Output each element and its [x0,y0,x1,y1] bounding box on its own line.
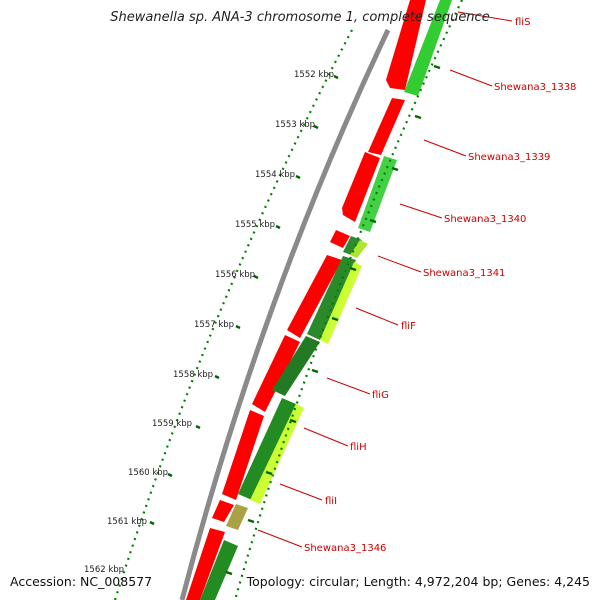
gene-track-segment [200,540,238,600]
ruler-dotted-arc [113,29,353,600]
ruler-label: 1560 kbp [128,468,168,478]
gene-label[interactable]: fliF [401,321,416,332]
gene-track-segment [343,236,362,256]
ruler-labels: 1552 kbp 1553 kbp 1554 kbp 1555 kbp 1556… [84,70,334,575]
gene-track-segment [250,404,304,504]
cds-feature[interactable] [342,152,380,222]
gene-label[interactable]: fliI [325,496,337,507]
gene-track-segment [272,336,320,396]
ruler-label: 1555 kbp [235,220,275,230]
cds-feature[interactable] [252,335,300,412]
ruler-ticks [149,74,339,526]
cds-feature[interactable] [386,0,426,90]
cds-feature[interactable] [186,528,225,600]
gene-label[interactable]: fliS [515,17,530,28]
cds-feature[interactable] [222,410,264,500]
gene-track-ring [200,0,452,600]
ruler-label: 1554 kbp [255,170,295,180]
gene-label[interactable]: Shewana3_1341 [423,268,505,279]
ruler-label: 1556 kbp [215,270,255,280]
gene-track-segment [350,240,368,258]
gene-label[interactable]: Shewana3_1346 [304,543,386,554]
gene-track-segment [320,262,362,344]
gene-label[interactable]: fliH [350,442,367,453]
ruler-label: 1558 kbp [173,370,213,380]
ruler-label: 1553 kbp [275,120,315,130]
outer-ticks [225,64,441,576]
ruler-label: 1561 kbp [107,517,147,527]
cds-feature[interactable] [212,500,234,522]
gene-label-group: fliS Shewana3_1338 Shewana3_1339 Shewana… [304,17,576,554]
ruler-label: 1557 kbp [194,320,234,330]
backbone-arc [179,28,391,600]
outer-dotted-arc [233,0,463,600]
accession-text: Accession: NC_008577 [10,574,153,589]
gene-leaders [257,11,513,548]
ruler-label: 1552 kbp [294,70,334,80]
gene-label[interactable]: Shewana3_1340 [444,214,526,225]
gene-track-segment [238,398,296,500]
ruler-label: 1559 kbp [152,419,192,429]
cds-ring [186,0,426,600]
map-title: Shewanella sp. ANA-3 chromosome 1, compl… [110,10,490,25]
cds-feature[interactable] [368,98,405,155]
gene-track-segment [226,504,248,530]
gene-track-segment [404,0,452,96]
gene-label[interactable]: fliG [372,390,389,401]
gene-label[interactable]: Shewana3_1339 [468,152,550,163]
gene-label[interactable]: Shewana3_1338 [494,82,576,93]
cds-feature[interactable] [330,230,350,248]
cds-feature[interactable] [287,255,342,338]
ruler-label: 1562 kbp [84,565,124,575]
topology-summary: Topology: circular; Length: 4,972,204 bp… [246,574,590,589]
